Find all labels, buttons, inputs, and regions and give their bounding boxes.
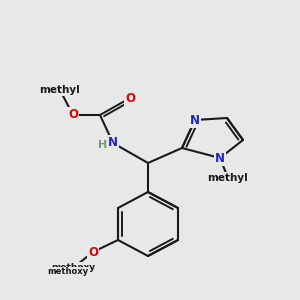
Text: methyl: methyl <box>40 85 80 95</box>
Text: H: H <box>98 140 108 150</box>
Text: methyl: methyl <box>208 173 248 183</box>
Text: O: O <box>88 245 98 259</box>
Text: N: N <box>190 113 200 127</box>
Text: O: O <box>68 109 78 122</box>
Text: methoxy: methoxy <box>51 263 95 272</box>
Text: N: N <box>108 136 118 149</box>
Text: methoxy: methoxy <box>47 268 88 277</box>
Text: N: N <box>215 152 225 164</box>
Text: O: O <box>125 92 135 104</box>
